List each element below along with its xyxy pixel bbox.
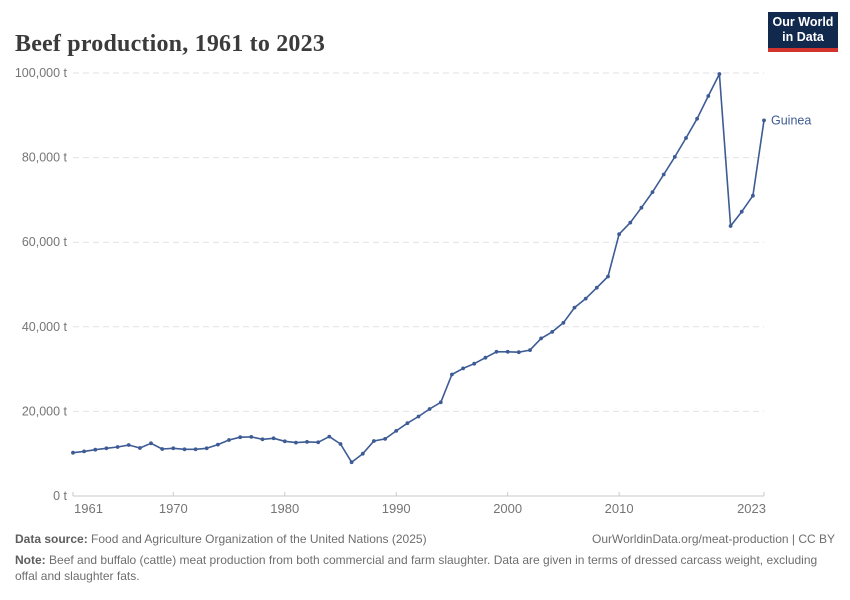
data-point[interactable] <box>717 72 722 76</box>
y-axis-label: 0 t <box>53 489 67 503</box>
y-axis-label: 20,000 t <box>22 404 68 418</box>
data-point[interactable] <box>606 274 610 279</box>
note-text: Beef and buffalo (cattle) meat productio… <box>15 552 818 584</box>
data-point[interactable] <box>305 440 309 444</box>
owid-logo-line-1: Our World <box>772 14 834 29</box>
data-point[interactable] <box>349 460 354 465</box>
x-axis-label: 2010 <box>605 501 634 516</box>
data-point[interactable] <box>461 366 465 371</box>
data-point[interactable] <box>338 442 343 446</box>
x-axis-label: 1970 <box>159 501 188 516</box>
data-point[interactable] <box>360 451 365 456</box>
data-point[interactable] <box>372 439 376 443</box>
data-point[interactable] <box>82 449 86 454</box>
data-point[interactable] <box>672 155 677 159</box>
data-point[interactable] <box>438 400 443 405</box>
data-point[interactable] <box>762 118 766 123</box>
x-axis-label: 2023 <box>737 501 766 516</box>
data-point[interactable] <box>115 445 120 449</box>
data-point[interactable] <box>661 172 666 177</box>
data-point[interactable] <box>294 440 298 445</box>
data-point[interactable] <box>728 224 733 228</box>
data-point[interactable] <box>628 220 633 225</box>
y-axis-label: 100,000 t <box>15 66 68 80</box>
data-point[interactable] <box>572 305 577 310</box>
data-source-line: Data source: Food and Agriculture Organi… <box>15 531 427 548</box>
x-axis-label: 1980 <box>270 501 299 516</box>
data-source-label: Data source: <box>15 532 88 546</box>
data-point[interactable] <box>260 437 265 442</box>
data-point[interactable] <box>561 320 566 325</box>
data-point[interactable] <box>249 435 254 439</box>
data-point[interactable] <box>516 350 521 355</box>
data-point[interactable] <box>394 429 399 433</box>
data-point[interactable] <box>617 232 621 237</box>
data-line <box>72 73 765 464</box>
y-axis-label: 40,000 t <box>22 320 68 334</box>
data-point[interactable] <box>405 421 410 426</box>
note-label: Note: <box>15 552 46 567</box>
data-point[interactable] <box>583 296 588 301</box>
x-axis-label: 1961 <box>74 501 103 516</box>
footer: Data source: Food and Agriculture Organi… <box>15 531 835 585</box>
footer-note: Note: Beef and buffalo (cattle) meat pro… <box>15 552 835 585</box>
data-point[interactable] <box>93 447 98 452</box>
y-axis-label: 80,000 t <box>22 151 68 165</box>
data-point[interactable] <box>327 434 332 439</box>
data-point[interactable] <box>182 447 187 452</box>
data-source-text: Food and Agriculture Organization of the… <box>91 532 427 546</box>
data-point[interactable] <box>126 443 131 447</box>
data-point[interactable] <box>149 441 153 446</box>
data-point[interactable] <box>193 447 198 452</box>
entity-label[interactable]: Guinea <box>771 113 811 127</box>
data-point[interactable] <box>706 94 711 98</box>
data-point[interactable] <box>751 193 755 198</box>
data-point[interactable] <box>494 349 499 354</box>
owid-citation-link[interactable]: OurWorldinData.org/meat-production | CC … <box>592 532 835 546</box>
data-point[interactable] <box>227 438 231 442</box>
data-point[interactable] <box>639 205 644 210</box>
data-point[interactable] <box>171 446 176 451</box>
data-point[interactable] <box>316 440 321 445</box>
data-point[interactable] <box>71 450 75 455</box>
data-point[interactable] <box>282 439 287 444</box>
owid-logo-line-2: in Data <box>782 30 824 44</box>
data-point[interactable] <box>472 361 477 366</box>
data-point[interactable] <box>238 435 243 440</box>
data-point[interactable] <box>505 349 510 354</box>
data-point[interactable] <box>160 447 165 451</box>
data-point[interactable] <box>650 190 655 195</box>
data-point[interactable] <box>383 437 387 441</box>
owid-logo[interactable]: Our World in Data <box>768 12 838 52</box>
data-point[interactable] <box>104 446 109 451</box>
footer-source-row: Data source: Food and Agriculture Organi… <box>15 531 835 548</box>
data-point[interactable] <box>684 136 688 140</box>
data-point[interactable] <box>216 442 220 447</box>
data-point[interactable] <box>450 372 454 377</box>
data-point[interactable] <box>528 348 532 352</box>
data-point[interactable] <box>138 446 142 450</box>
data-point[interactable] <box>539 336 543 341</box>
data-point[interactable] <box>695 116 699 121</box>
data-point[interactable] <box>271 436 276 441</box>
data-point[interactable] <box>594 285 599 290</box>
y-axis-label: 60,000 t <box>22 235 68 249</box>
data-point[interactable] <box>483 355 488 360</box>
data-point[interactable] <box>550 330 555 334</box>
data-point[interactable] <box>416 414 421 419</box>
data-point[interactable] <box>204 446 209 451</box>
data-point[interactable] <box>427 407 432 411</box>
page-title: Beef production, 1961 to 2023 <box>15 31 326 58</box>
x-axis-label: 1990 <box>382 501 411 516</box>
data-point[interactable] <box>739 209 744 214</box>
x-axis-label: 2000 <box>493 501 522 516</box>
